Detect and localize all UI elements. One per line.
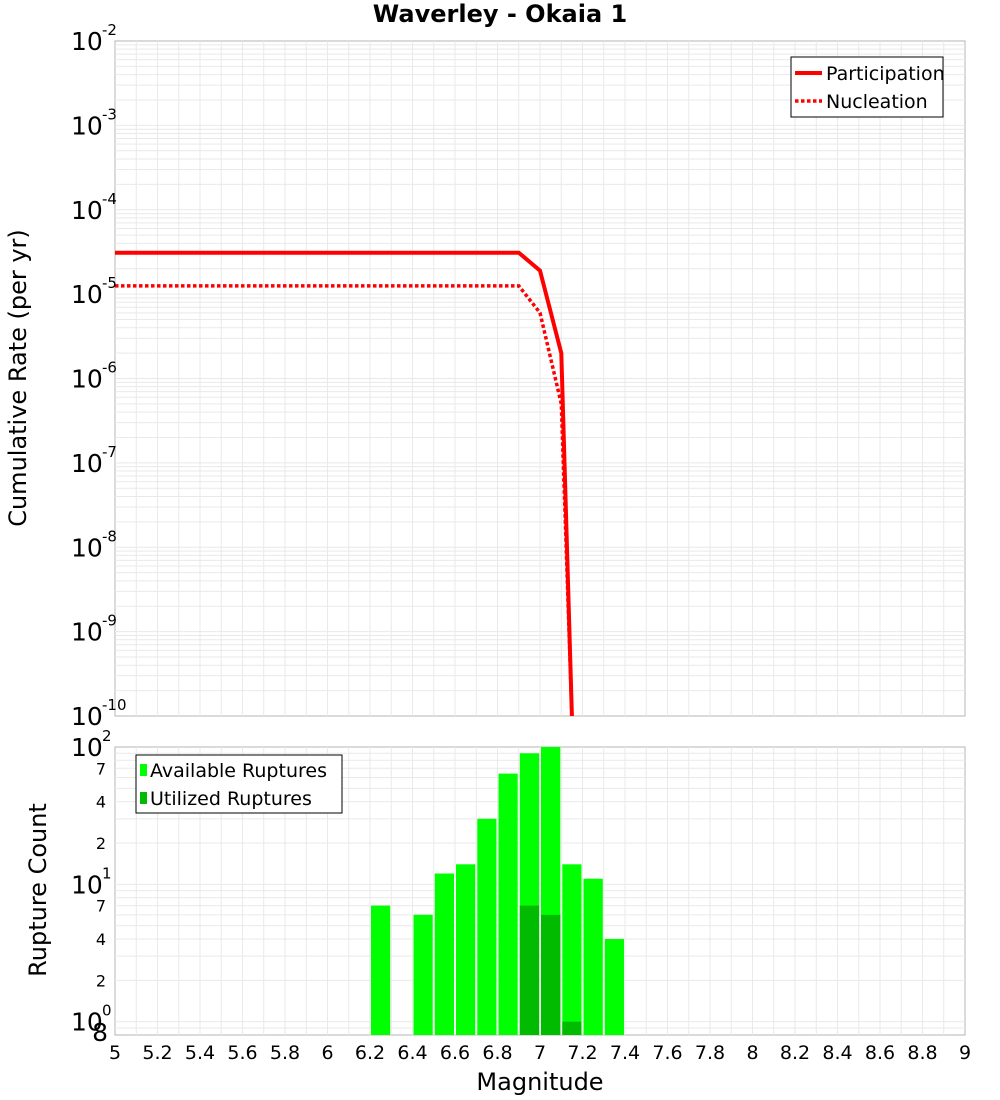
bar-utilized-ruptures <box>519 905 540 1035</box>
x-tick-label: 5.6 <box>227 1042 257 1064</box>
x-tick-label: 7.8 <box>695 1042 725 1064</box>
rate-y-axis-label: Cumulative Rate (per yr) <box>4 229 32 527</box>
x-tick-label: 9 <box>959 1042 971 1064</box>
rupture-plot-bars <box>371 747 624 1035</box>
y-minor-tick-label: 8 <box>92 1018 108 1047</box>
bar-available-ruptures <box>434 873 454 1035</box>
y-tick-exponent: 2 <box>102 727 112 745</box>
y-tick-exponent: 0 <box>102 1002 112 1020</box>
y-tick-label: 10 <box>71 1008 103 1037</box>
rupture-plot-gridlines <box>115 747 965 1035</box>
x-tick-label: 5.2 <box>142 1042 172 1064</box>
y-tick-exponent: -9 <box>102 612 117 630</box>
y-tick-label: 10 <box>71 111 103 140</box>
x-tick-label: 7 <box>534 1042 546 1064</box>
y-tick-exponent: 1 <box>102 864 112 882</box>
x-tick-label: 6.8 <box>482 1042 512 1064</box>
x-tick-label: 5.4 <box>185 1042 215 1064</box>
y-tick-exponent: -7 <box>102 443 117 461</box>
bar-available-ruptures <box>413 914 433 1035</box>
y-tick-exponent: -10 <box>102 696 127 714</box>
y-tick-exponent: -4 <box>102 190 117 208</box>
x-tick-label: 7.2 <box>567 1042 597 1064</box>
magnitude-x-axis-label: Magnitude <box>476 1068 603 1096</box>
y-minor-tick-label: 7 <box>96 897 106 916</box>
x-tick-label: 8.4 <box>822 1042 852 1064</box>
y-tick-label: 10 <box>71 449 103 478</box>
rupture-y-axis-label: Rupture Count <box>24 803 52 977</box>
y-tick-exponent: -2 <box>102 21 117 39</box>
x-tick-label: 6.4 <box>397 1042 427 1064</box>
x-tick-label: 6.6 <box>440 1042 470 1064</box>
bar-utilized-ruptures <box>541 914 561 1035</box>
y-tick-label: 10 <box>71 280 103 309</box>
bar-available-ruptures <box>371 905 391 1035</box>
y-tick-label: 10 <box>71 533 103 562</box>
y-tick-label: 10 <box>71 702 103 731</box>
legend-label: Utilized Ruptures <box>150 788 312 810</box>
y-minor-tick-label: 2 <box>96 834 106 853</box>
y-tick-exponent: -5 <box>102 274 117 292</box>
rate-plot-y-tick-labels: 10-210-310-410-510-610-710-810-910-10 <box>71 21 127 731</box>
rate-plot-gridlines <box>115 41 965 716</box>
x-tick-label: 6.2 <box>355 1042 385 1064</box>
legend-label: Available Ruptures <box>150 760 327 782</box>
legend-box <box>135 754 343 814</box>
y-tick-label: 10 <box>71 365 103 394</box>
bar-utilized-ruptures <box>562 1021 582 1035</box>
bar-available-ruptures <box>604 939 624 1035</box>
y-tick-exponent: -6 <box>102 359 117 377</box>
y-tick-label: 10 <box>71 870 103 899</box>
bar-available-ruptures <box>562 864 582 1035</box>
rate-plot-series <box>115 250 574 717</box>
x-tick-label: 5.8 <box>270 1042 300 1064</box>
y-minor-tick-label: 4 <box>96 930 106 949</box>
x-tick-label: 8.8 <box>907 1042 937 1064</box>
x-tick-label: 8 <box>746 1042 758 1064</box>
x-tick-label: 8.6 <box>865 1042 895 1064</box>
x-tick-label: 7.6 <box>652 1042 682 1064</box>
y-tick-exponent: -8 <box>102 527 117 545</box>
bar-available-ruptures <box>583 878 603 1035</box>
y-minor-tick-label: 2 <box>96 971 106 990</box>
bar-available-ruptures <box>477 818 497 1035</box>
y-tick-label: 10 <box>71 27 103 56</box>
x-tick-label: 7.4 <box>610 1042 640 1064</box>
x-tick-label: 6 <box>321 1042 333 1064</box>
y-tick-exponent: -3 <box>102 105 117 123</box>
y-tick-label: 10 <box>71 618 103 647</box>
legend-swatch <box>140 792 147 804</box>
y-minor-tick-label: 4 <box>96 793 106 812</box>
bar-available-ruptures <box>498 773 518 1035</box>
bar-available-ruptures <box>456 864 476 1035</box>
y-minor-tick-label: 7 <box>96 759 106 778</box>
magnitude-x-tick-labels: 5 5.2 5.4 5.6 5.8 6 6.2 6.4 6.6 6.8 7 7.2 7.4 7.6 7.8 8… <box>109 1042 971 1064</box>
rupture-plot-legend: Available Ruptures Utilized Ruptures <box>135 754 343 814</box>
legend-box <box>790 56 944 118</box>
y-tick-label: 10 <box>71 196 103 225</box>
y-tick-label: 10 <box>71 733 103 762</box>
legend-swatch <box>140 764 147 776</box>
rate-plot-legend: Participation Nucleation <box>790 56 945 118</box>
series-line-nucleation <box>115 284 574 717</box>
x-tick-label: 5 <box>109 1042 121 1064</box>
x-tick-label: 8.2 <box>780 1042 810 1064</box>
chart-title: Waverley - Okaia 1 <box>373 0 627 28</box>
legend-label: Participation <box>826 63 945 85</box>
legend-label: Nucleation <box>826 91 928 113</box>
